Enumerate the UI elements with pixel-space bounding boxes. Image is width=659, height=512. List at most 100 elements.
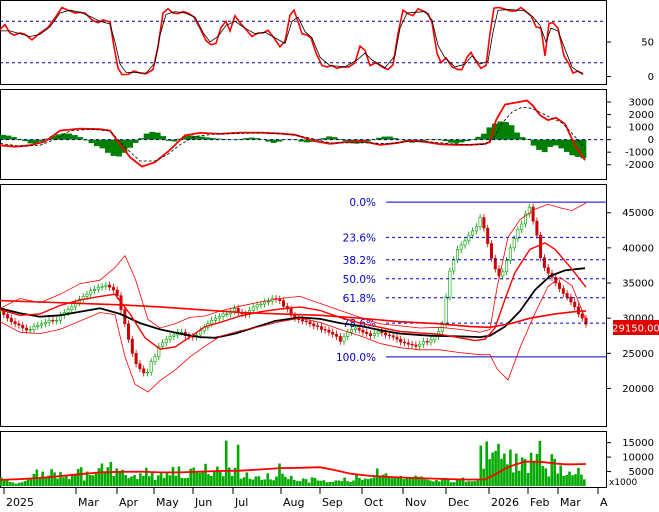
macd-histogram-bar: [77, 137, 84, 140]
last-price-label: 29150.00: [612, 324, 659, 335]
stochastic-panel: [0, 0, 607, 85]
volume-bar: [165, 472, 169, 486]
x-axis-label: Aug: [283, 496, 304, 509]
price-candle: [221, 313, 225, 317]
volume-bar: [568, 471, 571, 486]
price-candle: [127, 323, 131, 340]
price-candle: [508, 247, 512, 261]
x-axis-label: Sep: [322, 496, 343, 509]
volume-bar: [304, 479, 308, 486]
volume-bar: [405, 477, 409, 486]
volume-bar: [183, 478, 187, 486]
volume-bar: [583, 479, 586, 486]
volume-bar: [479, 445, 483, 486]
price-candle: [9, 317, 13, 323]
macd-histogram-bar: [11, 137, 17, 140]
macd-histogram-bar: [27, 139, 34, 144]
stochastic-series-line: [0, 9, 584, 74]
volume-bar: [402, 479, 406, 486]
volume-bar: [464, 481, 468, 486]
volume-bar: [517, 470, 521, 486]
volume-bar: [263, 479, 266, 486]
price-candle: [467, 234, 471, 242]
x-axis-label: Jul: [234, 496, 248, 509]
price-candle: [161, 342, 165, 347]
price-candle: [580, 313, 584, 319]
volume-bar: [222, 476, 225, 486]
macd-histogram-bar: [558, 139, 565, 149]
price-candle: [70, 306, 74, 310]
macd-histogram-bar: [469, 139, 476, 140]
volume-bar: [367, 479, 370, 486]
price-candle: [478, 217, 482, 228]
price-candle: [512, 238, 516, 249]
volume-bar: [580, 474, 583, 486]
volume-bar: [106, 467, 110, 486]
volume-bar: [85, 471, 89, 486]
macd-histogram-bar: [447, 139, 454, 143]
price-candle: [308, 321, 312, 325]
price-candle: [210, 319, 214, 325]
macd-histogram-bar: [243, 138, 249, 140]
price-candle: [89, 290, 93, 295]
volume-bar: [378, 476, 382, 486]
x-axis-label: Mar: [78, 496, 99, 509]
price-candle: [444, 296, 448, 325]
macd-histogram-bar: [552, 139, 559, 146]
price-candle: [516, 229, 520, 240]
price-candle: [115, 289, 119, 296]
macd-histogram-bar: [165, 139, 172, 141]
macd-histogram-bar: [392, 138, 399, 140]
price-candle: [584, 317, 588, 325]
macd-histogram-bar: [536, 139, 542, 150]
macd-histogram-bar: [132, 139, 139, 143]
volume-bar: [29, 478, 33, 486]
price-candle: [346, 331, 350, 337]
price-candle: [505, 260, 509, 272]
volume-bar: [307, 482, 311, 486]
volume-bar: [476, 480, 480, 486]
price-candle: [410, 343, 414, 346]
price-candle: [557, 282, 561, 289]
volume-bar: [109, 462, 113, 486]
macd-histogram-bar: [519, 137, 526, 140]
stochastic-tick-label: 50: [641, 38, 654, 49]
volume-bar: [71, 473, 74, 486]
volume-bar: [455, 479, 459, 486]
price-candle: [448, 270, 452, 298]
x-axis-label: Apr: [119, 496, 139, 509]
volume-bar: [571, 475, 574, 486]
price-candle: [561, 288, 565, 294]
volume-bar: [233, 467, 237, 486]
macd-histogram-bar: [160, 136, 167, 140]
macd-tick-label: -1000: [625, 148, 654, 159]
volume-bar: [133, 475, 136, 486]
volume-unit-label: x1000: [609, 478, 638, 488]
volume-bar: [210, 475, 213, 486]
price-candle: [474, 226, 478, 232]
price-candle: [463, 240, 467, 246]
volume-bar: [284, 476, 287, 486]
volume-bar: [269, 479, 272, 486]
price-candle: [433, 336, 437, 341]
volume-bar: [500, 458, 503, 486]
volume-bar: [130, 476, 133, 486]
macd-histogram-bar: [541, 139, 548, 153]
volume-bar: [239, 478, 243, 486]
x-axis-label: Dec: [448, 496, 469, 509]
macd-histogram-bar: [530, 139, 537, 146]
volume-bar: [435, 479, 438, 486]
price-candle: [28, 329, 32, 331]
volume-bar: [346, 481, 349, 486]
volume-bar: [8, 482, 12, 486]
volume-bar: [91, 475, 95, 486]
price-candle: [304, 320, 308, 323]
macd-histogram-bar: [138, 138, 144, 140]
macd-histogram-bar: [55, 134, 62, 140]
fibonacci-level-label: 38.2%: [343, 255, 376, 267]
price-indicator-line: [0, 299, 586, 329]
price-indicator-line: [0, 242, 587, 350]
volume-bar: [62, 477, 65, 486]
price-tick-label: 25000: [622, 349, 654, 360]
volume-bar: [103, 471, 107, 486]
